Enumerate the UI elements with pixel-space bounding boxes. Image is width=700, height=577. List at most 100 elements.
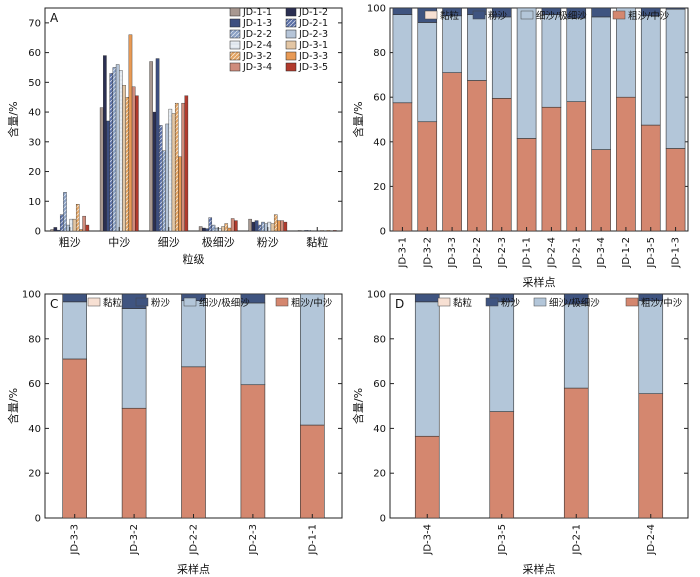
legend-entry: 细沙/极细沙 bbox=[199, 297, 250, 309]
legend-entry: JD-3-5 bbox=[298, 62, 328, 73]
y-tick-label: 10 bbox=[28, 197, 41, 208]
x-tick-label: JD-2-1 bbox=[571, 524, 582, 556]
bar bbox=[304, 230, 308, 232]
stacked-bar-segment bbox=[541, 14, 562, 108]
y-tick-label: 100 bbox=[367, 4, 386, 15]
y-tick-label: 60 bbox=[28, 379, 41, 390]
bar bbox=[165, 123, 169, 232]
bar bbox=[152, 111, 157, 232]
stacked-bar-segment bbox=[442, 7, 462, 17]
bar bbox=[254, 220, 259, 232]
y-tick-label: 40 bbox=[373, 137, 386, 148]
bar bbox=[234, 220, 238, 232]
x-tick-label: 粉沙 bbox=[257, 236, 279, 249]
bar bbox=[202, 227, 206, 232]
stacked-bar-segment bbox=[563, 293, 589, 305]
stacked-bar-segment bbox=[62, 293, 88, 303]
legend-swatch bbox=[229, 29, 241, 39]
legend-swatch bbox=[424, 10, 438, 20]
y-tick-label: 80 bbox=[373, 48, 386, 59]
legend-entry: 细沙/极细沙 bbox=[536, 10, 587, 22]
x-axis-label: 采样点 bbox=[523, 562, 556, 576]
bar bbox=[99, 107, 104, 232]
legend-swatch bbox=[285, 29, 297, 39]
stacked-bar-segment bbox=[467, 14, 487, 81]
stacked-bar-segment bbox=[638, 393, 664, 519]
bar bbox=[128, 34, 133, 232]
bar bbox=[115, 64, 120, 232]
legend-swatch bbox=[625, 297, 639, 307]
x-tick-label: JD-3-3 bbox=[447, 237, 458, 269]
legend-swatch bbox=[229, 51, 241, 61]
x-tick-label: JD-3-2 bbox=[422, 237, 433, 269]
panel-letter: D bbox=[395, 297, 404, 311]
bar bbox=[75, 204, 80, 232]
legend-entry: JD-1-1 bbox=[242, 7, 272, 18]
bar bbox=[297, 230, 302, 232]
legend-entry: JD-2-4 bbox=[242, 40, 272, 51]
stacked-bar-segment bbox=[516, 138, 537, 232]
stacked-bar-segment bbox=[489, 411, 515, 519]
y-tick-label: 40 bbox=[28, 424, 41, 435]
stacked-bar-segment bbox=[240, 302, 266, 386]
x-axis-label: 采样点 bbox=[177, 562, 210, 576]
legend-swatch bbox=[87, 297, 101, 307]
bar bbox=[158, 125, 163, 232]
stacked-bar-segment bbox=[417, 22, 438, 123]
legend-swatch bbox=[285, 62, 297, 72]
panel-letter: A bbox=[50, 11, 59, 25]
stacked-bar-segment bbox=[491, 98, 512, 232]
legend-swatch bbox=[229, 18, 241, 28]
x-tick-label: 细沙 bbox=[158, 236, 180, 249]
plot-frame bbox=[389, 293, 689, 519]
bar bbox=[103, 55, 107, 232]
stacked-bar-segment bbox=[62, 301, 88, 360]
bar bbox=[198, 226, 203, 232]
y-tick-label: 60 bbox=[28, 48, 41, 59]
bar bbox=[261, 221, 265, 232]
y-tick-label: 20 bbox=[373, 182, 386, 193]
y-tick-label: 0 bbox=[35, 227, 41, 238]
legend-entry: 粗沙/中沙 bbox=[641, 297, 683, 309]
legend-entry: 细沙/极细沙 bbox=[549, 297, 600, 309]
legend-entry: 粉沙 bbox=[151, 297, 171, 309]
legend-swatch bbox=[135, 297, 149, 307]
bar bbox=[273, 214, 278, 232]
x-tick-label: JD-2-4 bbox=[646, 524, 657, 556]
y-tick-label: 100 bbox=[22, 290, 41, 301]
bar bbox=[72, 218, 77, 232]
stacked-bar-segment bbox=[417, 121, 438, 232]
y-tick-label: 30 bbox=[28, 137, 41, 148]
stacked-bar-segment bbox=[414, 435, 440, 519]
x-tick-label: JD-3-5 bbox=[646, 237, 657, 269]
bar bbox=[119, 70, 123, 232]
bar bbox=[162, 150, 166, 232]
x-tick-label: JD-2-3 bbox=[248, 524, 259, 556]
legend-swatch bbox=[229, 62, 241, 72]
bar bbox=[184, 95, 189, 232]
y-tick-label: 80 bbox=[28, 334, 41, 345]
legend-entry: 粉沙 bbox=[501, 297, 521, 309]
bar bbox=[208, 217, 213, 232]
x-tick-label: JD-3-5 bbox=[497, 524, 508, 556]
y-tick-label: 20 bbox=[28, 167, 41, 178]
y-axis-label: 含量/% bbox=[6, 388, 20, 424]
legend-entry: JD-2-1 bbox=[298, 18, 328, 29]
stacked-bar-segment bbox=[299, 424, 325, 519]
bar bbox=[320, 230, 324, 232]
stacked-bar-segment bbox=[616, 96, 636, 232]
bar bbox=[85, 224, 90, 232]
x-tick-label: JD-3-1 bbox=[397, 237, 408, 269]
stacked-bar-segment bbox=[392, 7, 413, 15]
x-tick-label: JD-3-3 bbox=[70, 524, 81, 556]
y-axis-label: 含量/% bbox=[351, 101, 365, 137]
legend-swatch bbox=[285, 18, 297, 28]
x-tick-label: JD-3-4 bbox=[422, 524, 433, 556]
bar bbox=[79, 229, 83, 232]
legend-entry: 粗沙/中沙 bbox=[628, 10, 670, 22]
bar bbox=[174, 102, 179, 232]
stacked-bar-segment bbox=[665, 8, 686, 149]
bar bbox=[227, 227, 232, 232]
stacked-bar-segment bbox=[414, 293, 440, 303]
stacked-bar-segment bbox=[121, 308, 147, 409]
